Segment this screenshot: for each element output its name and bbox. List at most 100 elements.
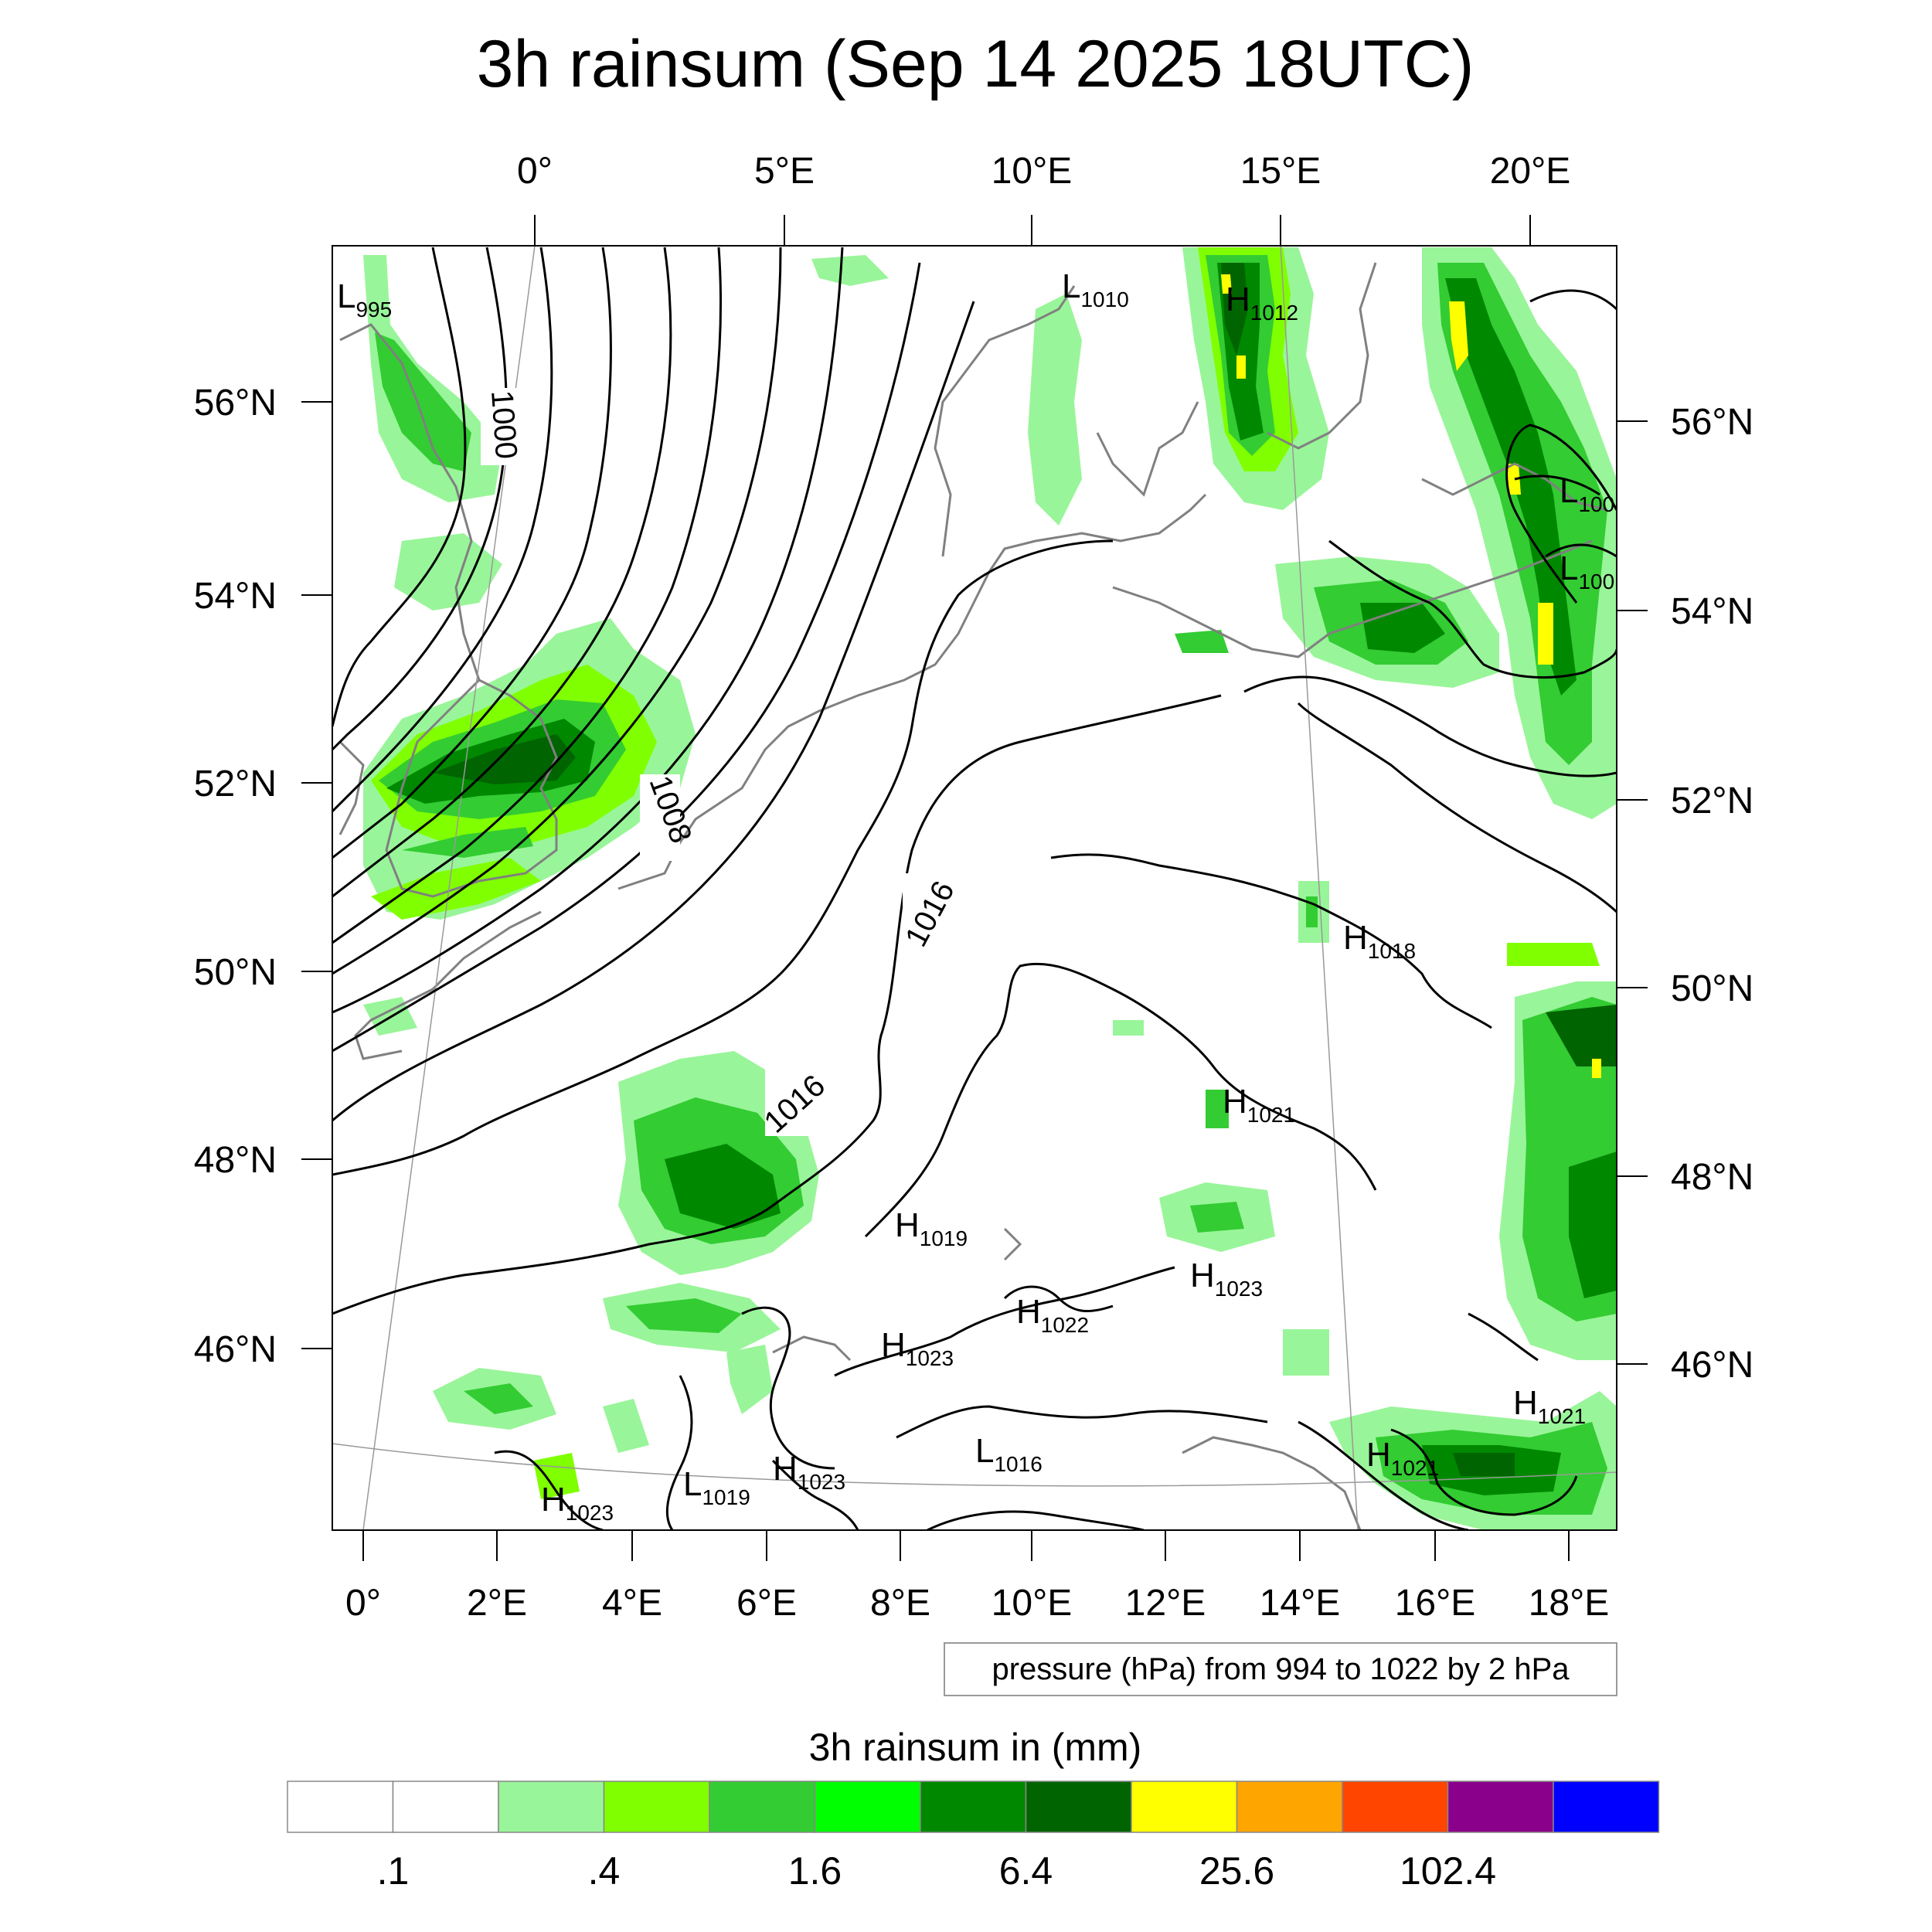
top-longitude-labels: 0° 5°E 10°E 15°E 20°E [517,151,1570,192]
rain-area [375,332,471,471]
top-lon-label: 5°E [754,151,815,192]
pressure-center-label: H1018 [1343,919,1416,963]
rain-area [626,1298,742,1333]
bottom-lon-label: 10°E [992,1583,1073,1624]
rain-area [1221,274,1232,294]
bottom-lon-label: 4°E [602,1583,662,1624]
top-lon-label: 15°E [1240,151,1321,192]
bottom-lon-label: 6°E [736,1583,797,1624]
rain-field [363,247,1617,1530]
left-lat-label: 54°N [194,576,277,617]
top-lon-label: 10°E [992,151,1073,192]
pressure-center-label: L1016 [975,1432,1043,1476]
colorbar-swatch [1342,1781,1449,1833]
colorbar-tick-label: 1.6 [788,1849,842,1893]
isobars [332,247,1617,1530]
colorbar-tick-labels: .1 .4 1.6 6.4 25.6 102.4 [377,1849,1496,1893]
colorbar-tick-label: 6.4 [999,1849,1053,1893]
colorbar-swatch [1447,1781,1554,1833]
rain-area [1206,1090,1229,1128]
bottom-lon-label: 16°E [1395,1583,1476,1624]
bottom-lon-label: 12°E [1125,1583,1206,1624]
rain-area [402,827,533,858]
bottom-lon-label: 2°E [467,1583,527,1624]
map-plot-area: 1000 1008 1016 1016 [332,246,1617,1530]
colorbar-swatch [392,1781,499,1833]
rain-area [1507,943,1600,966]
rain-area [603,1399,649,1453]
colorbar [287,1781,1660,1833]
bottom-lon-label: 14°E [1260,1583,1341,1624]
rain-area [1445,278,1577,696]
colorbar-swatch [920,1781,1027,1833]
contour-info-box: pressure (hPa) from 994 to 1022 by 2 hPa [944,1642,1617,1696]
bottom-lon-label: 18°E [1529,1583,1610,1624]
colorbar-swatch [814,1781,921,1833]
left-lat-label: 56°N [194,383,277,423]
colorbar-tick-label: .4 [588,1849,621,1893]
right-lat-label: 56°N [1671,402,1753,443]
rain-area [1028,294,1082,526]
left-lat-label: 46°N [194,1329,277,1370]
rain-area [464,1383,533,1414]
pressure-center-label: L100 [1560,549,1614,594]
left-lat-label: 50°N [194,952,277,993]
right-lat-label: 50°N [1671,968,1753,1009]
colorbar-swatch [1025,1781,1132,1833]
right-lat-label: 48°N [1671,1157,1753,1198]
left-lat-label: 48°N [194,1140,277,1181]
pressure-center-label: H1023 [773,1450,845,1494]
pressure-center-label: L1019 [683,1465,750,1509]
pressure-center-label: H1019 [895,1206,968,1250]
colorbar-tick-label: 25.6 [1199,1849,1274,1893]
rain-area [1236,355,1246,379]
tick-marks [301,215,1648,1561]
colorbar-swatch [1553,1781,1660,1833]
right-lat-label: 46°N [1671,1345,1753,1386]
pressure-centers: L995 L1010 H1012 L100 L100 H1018 H1021 H1019 H10… [337,267,1614,1525]
map-title: 3h rainsum (Sep 14 2025 18UTC) [477,27,1475,101]
pressure-center-label: H1023 [881,1326,954,1370]
rain-area [1175,630,1229,653]
rain-area [533,1453,580,1499]
pressure-center-label: H1021 [1366,1436,1439,1480]
top-lon-label: 0° [517,151,553,192]
contour-info-frame [944,1642,1617,1696]
rain-area [1283,1329,1329,1376]
colorbar-swatch [709,1781,816,1833]
pressure-center-label: H1021 [1513,1384,1586,1428]
pressure-center-label: H1023 [1190,1257,1263,1301]
colorbar-swatch [287,1781,394,1833]
rain-area [433,734,576,784]
pressure-center-label: L100 [1560,472,1614,516]
left-lat-label: 52°N [194,764,277,804]
rain-area [1538,603,1553,665]
pressure-center-label: H1022 [1016,1293,1089,1337]
isobar-label: 1000 [485,389,523,461]
right-lat-label: 54°N [1671,591,1753,632]
pressure-center-label: H1023 [541,1481,614,1525]
pressure-center-label: L995 [337,277,392,321]
rain-area [811,255,889,286]
rain-area [1190,1202,1244,1233]
map-frame [332,245,1617,1531]
right-latitude-labels: 56°N 54°N 52°N 50°N 48°N 46°N [1671,402,1753,1386]
bottom-longitude-labels: 0° 2°E 4°E 6°E 8°E 10°E 12°E 14°E 16°E 1… [345,1583,1609,1624]
contour-info-text: pressure (hPa) from 994 to 1022 by 2 hPa [992,1652,1570,1686]
rain-area [1546,1005,1617,1066]
rain-area [726,1345,773,1414]
rain-area [1507,464,1521,495]
right-lat-label: 52°N [1671,781,1753,821]
bottom-lon-label: 8°E [870,1583,930,1624]
colorbar-tick-label: 102.4 [1400,1849,1496,1893]
top-lon-label: 20°E [1490,151,1571,192]
colorbar-title: 3h rainsum in (mm) [809,1726,1142,1769]
colorbar-swatch [498,1781,605,1833]
rain-area [1113,1020,1144,1036]
colorbar-tick-label: .1 [377,1849,410,1893]
colorbar-swatch [1131,1781,1238,1833]
rain-area [1449,301,1468,371]
colorbar-swatch [603,1781,710,1833]
left-latitude-labels: 56°N 54°N 52°N 50°N 48°N 46°N [194,383,277,1370]
